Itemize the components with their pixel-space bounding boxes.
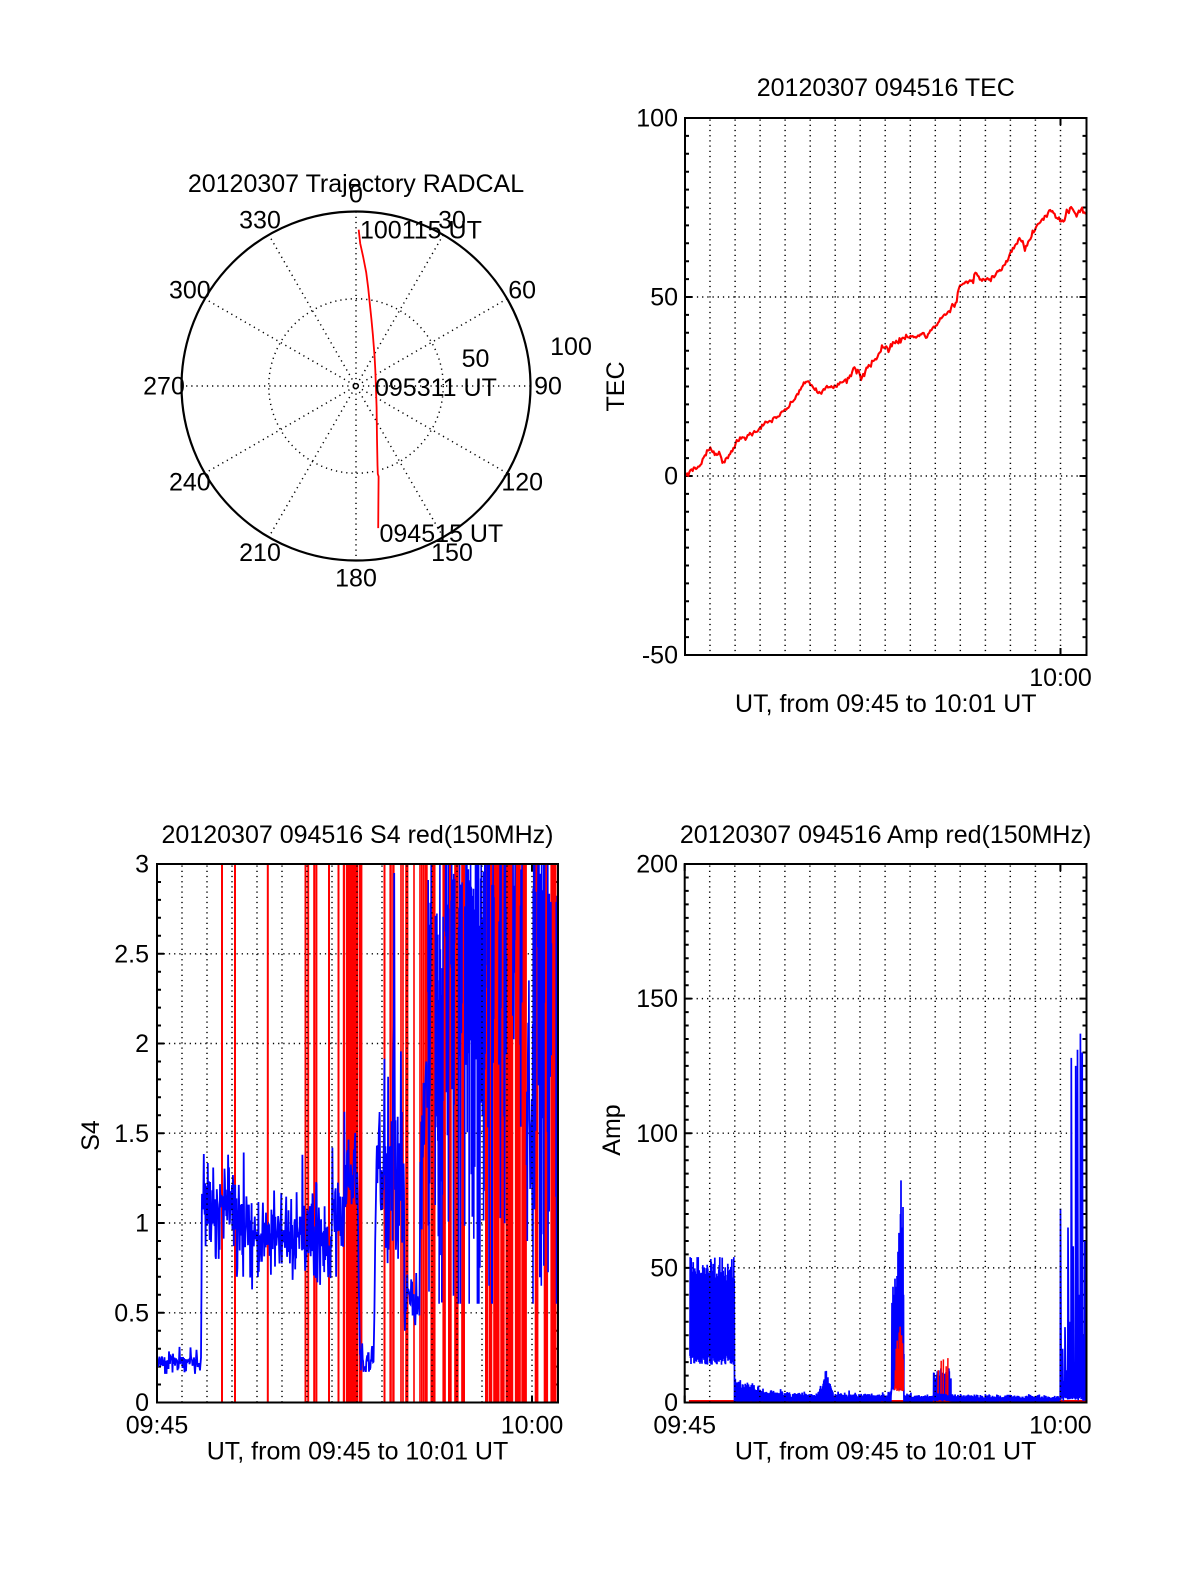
svg-text:09:45: 09:45 <box>653 1412 716 1440</box>
svg-text:UT, from 09:45 to 10:01 UT: UT, from 09:45 to 10:01 UT <box>735 690 1037 718</box>
svg-text:UT, from 09:45 to 10:01 UT: UT, from 09:45 to 10:01 UT <box>207 1438 509 1466</box>
svg-text:270: 270 <box>143 373 185 401</box>
svg-text:100: 100 <box>636 1120 678 1148</box>
svg-text:0: 0 <box>349 181 363 209</box>
svg-text:TEC: TEC <box>602 362 630 412</box>
svg-text:30: 30 <box>438 206 466 234</box>
svg-text:S4: S4 <box>77 1120 105 1151</box>
svg-text:10:00: 10:00 <box>1029 1412 1092 1440</box>
svg-text:095311 UT: 095311 UT <box>375 374 497 402</box>
svg-text:240: 240 <box>169 469 211 497</box>
svg-text:150: 150 <box>431 539 473 567</box>
svg-text:20120307 094516 S4 red(150MHz): 20120307 094516 S4 red(150MHz) <box>162 821 554 849</box>
svg-text:094515 UT: 094515 UT <box>380 520 504 548</box>
svg-text:1: 1 <box>135 1210 149 1238</box>
svg-text:UT, from 09:45 to 10:01 UT: UT, from 09:45 to 10:01 UT <box>735 1438 1037 1466</box>
svg-text:300: 300 <box>169 277 211 305</box>
svg-text:20120307 094516 Amp red(150MHz: 20120307 094516 Amp red(150MHz) <box>680 821 1091 849</box>
svg-text:200: 200 <box>636 851 678 879</box>
svg-text:100115 UT: 100115 UT <box>360 216 482 244</box>
svg-text:0: 0 <box>664 1389 678 1417</box>
svg-text:Amp: Amp <box>598 1104 626 1155</box>
svg-text:50: 50 <box>650 284 678 312</box>
svg-text:20120307 094516 TEC: 20120307 094516 TEC <box>757 74 1015 102</box>
svg-text:0.5: 0.5 <box>114 1299 149 1327</box>
svg-text:150: 150 <box>636 985 678 1013</box>
svg-text:20120307 Trajectory RADCAL: 20120307 Trajectory RADCAL <box>188 170 524 198</box>
svg-text:330: 330 <box>239 206 281 234</box>
svg-text:100: 100 <box>550 333 592 361</box>
svg-text:1.5: 1.5 <box>114 1120 149 1148</box>
svg-text:50: 50 <box>650 1255 678 1283</box>
svg-text:2: 2 <box>135 1030 149 1058</box>
svg-text:50: 50 <box>462 345 490 373</box>
svg-text:3: 3 <box>135 851 149 879</box>
svg-text:90: 90 <box>534 373 562 401</box>
svg-text:10:00: 10:00 <box>1029 664 1092 692</box>
svg-text:-50: -50 <box>642 642 678 670</box>
svg-text:2.5: 2.5 <box>114 940 149 968</box>
svg-text:10:00: 10:00 <box>501 1412 564 1440</box>
svg-text:09:45: 09:45 <box>126 1412 189 1440</box>
svg-text:180: 180 <box>335 565 377 593</box>
svg-text:210: 210 <box>239 539 281 567</box>
svg-text:120: 120 <box>501 469 543 497</box>
svg-text:60: 60 <box>508 277 536 305</box>
svg-text:100: 100 <box>636 105 678 133</box>
svg-text:0: 0 <box>664 463 678 491</box>
svg-text:0: 0 <box>135 1389 149 1417</box>
